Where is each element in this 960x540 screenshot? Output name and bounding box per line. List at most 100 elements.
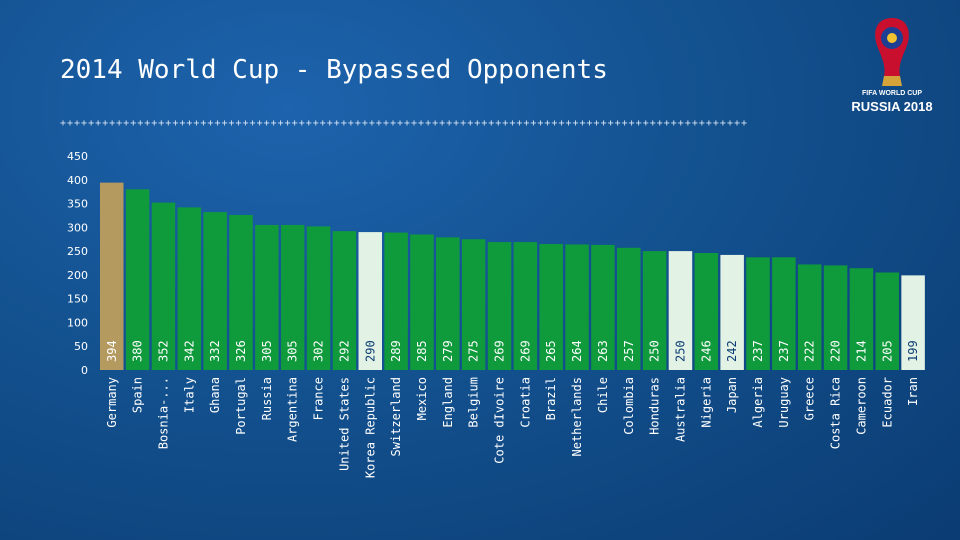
bar bbox=[591, 244, 615, 370]
bar-value-label: 326 bbox=[234, 340, 248, 362]
bar bbox=[384, 232, 408, 370]
bar bbox=[177, 207, 202, 370]
category-label: Cameroon bbox=[854, 377, 868, 435]
bar-value-label: 394 bbox=[105, 340, 119, 362]
bar-value-label: 342 bbox=[182, 340, 196, 362]
bar bbox=[694, 253, 719, 370]
category-label: Bosnia-... bbox=[156, 377, 170, 449]
y-tick-label: 0 bbox=[81, 364, 88, 377]
bar-value-label: 332 bbox=[208, 340, 222, 362]
y-tick-label: 200 bbox=[67, 269, 88, 282]
bar-value-label: 237 bbox=[751, 340, 765, 362]
bar bbox=[746, 257, 770, 370]
bar-value-label: 264 bbox=[570, 340, 584, 362]
category-label: England bbox=[441, 377, 455, 428]
bar bbox=[306, 226, 331, 370]
y-tick-label: 350 bbox=[67, 198, 88, 211]
bar bbox=[513, 242, 538, 370]
bar-value-label: 250 bbox=[648, 340, 662, 362]
bar-value-label: 265 bbox=[544, 340, 558, 362]
category-label: Korea Republic bbox=[363, 377, 377, 478]
bar bbox=[823, 265, 848, 370]
bar bbox=[642, 251, 667, 370]
bar bbox=[565, 244, 589, 370]
bar-value-label: 246 bbox=[699, 340, 713, 362]
bar bbox=[151, 202, 176, 370]
bar-value-label: 290 bbox=[363, 340, 377, 362]
bar-value-label: 302 bbox=[312, 340, 326, 362]
y-tick-label: 100 bbox=[67, 316, 88, 329]
bar-value-label: 220 bbox=[829, 340, 843, 362]
bar bbox=[100, 182, 124, 370]
bar-value-label: 352 bbox=[156, 340, 170, 362]
category-label: Costa Rica bbox=[829, 377, 843, 449]
category-label: Brazil bbox=[544, 377, 558, 420]
bar-value-label: 269 bbox=[493, 340, 507, 362]
bar bbox=[849, 268, 874, 370]
bar-value-label: 214 bbox=[854, 340, 868, 362]
bar-value-label: 263 bbox=[596, 340, 610, 362]
category-label: Italy bbox=[182, 377, 196, 413]
bar-value-label: 237 bbox=[777, 340, 791, 362]
y-tick-label: 250 bbox=[67, 245, 88, 258]
category-label: Mexico bbox=[415, 377, 429, 420]
y-tick-label: 150 bbox=[67, 293, 88, 306]
category-label: Honduras bbox=[648, 377, 662, 435]
bars bbox=[100, 182, 925, 370]
bar bbox=[875, 272, 899, 370]
bar bbox=[229, 214, 253, 370]
bar-value-label: 199 bbox=[906, 340, 920, 362]
bar bbox=[461, 239, 486, 370]
category-label: France bbox=[312, 377, 326, 420]
category-label: Switzerland bbox=[389, 377, 403, 456]
bar-value-label: 292 bbox=[337, 340, 351, 362]
y-tick-label: 450 bbox=[67, 150, 88, 163]
category-label: Cote dIvoire bbox=[493, 377, 507, 464]
bar bbox=[332, 231, 357, 370]
category-label: Spain bbox=[131, 377, 145, 413]
y-tick-label: 300 bbox=[67, 221, 88, 234]
category-label: Ghana bbox=[208, 377, 222, 413]
bar bbox=[436, 237, 460, 370]
bar bbox=[539, 243, 563, 370]
page-title: 2014 World Cup - Bypassed Opponents bbox=[60, 55, 608, 85]
y-tick-label: 50 bbox=[74, 340, 88, 353]
category-label: Belgium bbox=[467, 377, 481, 428]
bar-value-label: 205 bbox=[880, 340, 894, 362]
y-axis: 0 50 100 150 200 250 300 350 400 450 bbox=[67, 150, 88, 377]
category-label: Japan bbox=[725, 377, 739, 413]
category-label: Germany bbox=[105, 377, 119, 428]
category-label: United States bbox=[337, 377, 351, 471]
bar bbox=[901, 275, 925, 370]
category-label: Ecuador bbox=[880, 377, 894, 428]
bar bbox=[358, 232, 382, 370]
bar-value-label: 250 bbox=[673, 340, 687, 362]
bar bbox=[203, 212, 227, 370]
bar bbox=[797, 264, 822, 370]
bar bbox=[410, 234, 434, 370]
category-label: Iran bbox=[906, 377, 920, 406]
bar-value-label: 289 bbox=[389, 340, 403, 362]
category-label: Netherlands bbox=[570, 377, 584, 456]
y-tick-label: 400 bbox=[67, 174, 88, 187]
bar-value-label: 305 bbox=[260, 340, 274, 362]
category-labels: Germany Spain Bosnia-... Italy Ghana Portugal… bbox=[105, 377, 920, 478]
world-cup-logo: FIFA WORLD CUP RUSSIA 2018 bbox=[842, 14, 942, 119]
bar bbox=[487, 242, 512, 370]
bar-value-label: 275 bbox=[467, 340, 481, 362]
category-label: Uruguay bbox=[777, 377, 791, 428]
bar bbox=[255, 224, 279, 370]
bar-value-label: 279 bbox=[441, 340, 455, 362]
bar-value-label: 285 bbox=[415, 340, 429, 362]
category-label: Argentina bbox=[286, 377, 300, 442]
bar-value-label: 269 bbox=[518, 340, 532, 362]
category-label: Greece bbox=[803, 377, 817, 420]
bar bbox=[668, 251, 693, 370]
category-label: Australia bbox=[673, 377, 687, 442]
bar bbox=[772, 257, 796, 370]
bar bbox=[617, 247, 641, 370]
logo-caption: FIFA WORLD CUP bbox=[861, 90, 922, 97]
logo-wordmark: RUSSIA 2018 bbox=[851, 99, 933, 114]
bar-value-label: 380 bbox=[131, 340, 145, 362]
value-labels: 394 380 352 342 332 326 305 305 302 292 290 289 285 2… bbox=[105, 340, 920, 362]
